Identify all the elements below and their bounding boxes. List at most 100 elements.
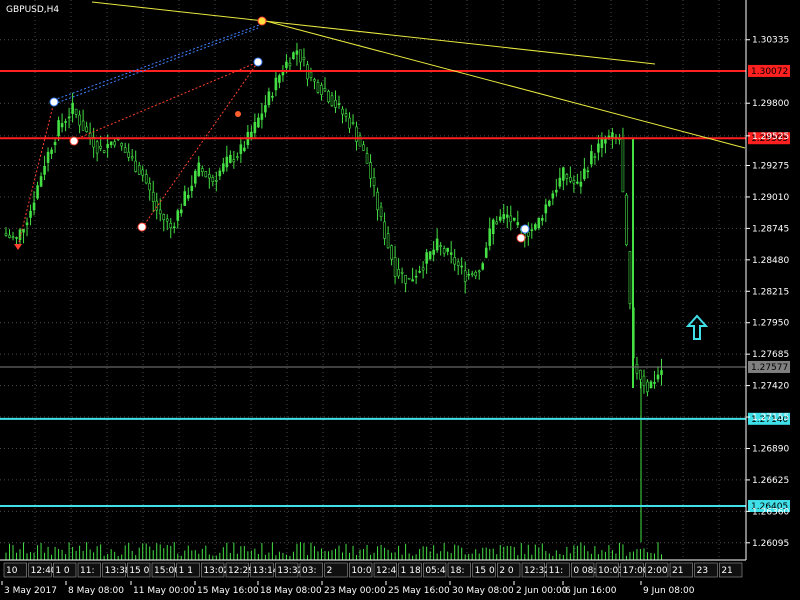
candle-body[interactable] (397, 269, 400, 277)
candle-body[interactable] (428, 251, 432, 260)
candle-body[interactable] (211, 177, 215, 182)
candle-body[interactable] (453, 257, 456, 265)
candle-body[interactable] (102, 150, 106, 153)
candle-body[interactable] (386, 233, 390, 249)
sell-marker[interactable] (137, 222, 147, 232)
candle-body[interactable] (74, 108, 78, 115)
candle-body[interactable] (260, 113, 264, 120)
candle-body[interactable] (425, 252, 428, 264)
sell-marker[interactable] (516, 233, 526, 243)
buy-marker[interactable] (520, 224, 530, 234)
candle-body[interactable] (81, 120, 85, 131)
candle-body[interactable] (341, 108, 344, 115)
candle-body[interactable] (477, 270, 481, 273)
candle-body[interactable] (60, 123, 64, 128)
price-axis[interactable]: 1.30335 1.29800 1.29525 1.29275 1.29010 1.287… (745, 0, 789, 560)
candle-body[interactable] (320, 85, 323, 96)
candle-body[interactable] (190, 185, 194, 192)
candle-body[interactable] (463, 270, 467, 283)
candle-body[interactable] (113, 141, 116, 146)
candle-body[interactable] (67, 116, 71, 119)
candle-body[interactable] (141, 169, 145, 176)
sell-marker[interactable] (69, 136, 79, 146)
candle-body[interactable] (383, 221, 386, 239)
candle-body[interactable] (95, 141, 99, 154)
candle-body[interactable] (327, 91, 330, 103)
candle-body[interactable] (285, 61, 288, 68)
candle-body[interactable] (376, 191, 379, 211)
candle-body[interactable] (541, 218, 544, 221)
candle-body[interactable] (29, 210, 32, 218)
candle-body[interactable] (71, 102, 74, 114)
candle-body[interactable] (404, 274, 407, 284)
candle-body[interactable] (555, 189, 558, 193)
candle-body[interactable] (646, 381, 649, 393)
trendline-lower[interactable] (261, 19, 746, 149)
candle-body[interactable] (372, 177, 376, 186)
candle-body[interactable] (583, 168, 586, 180)
candle-body[interactable] (551, 193, 555, 199)
candle-body[interactable] (351, 122, 355, 124)
candle-body[interactable] (299, 49, 302, 63)
candle-body[interactable] (274, 77, 278, 91)
candle-body[interactable] (498, 216, 502, 221)
candle-body[interactable] (334, 99, 337, 108)
candle-body[interactable] (400, 271, 404, 274)
candle-body[interactable] (278, 75, 281, 83)
candle-body[interactable] (236, 156, 239, 158)
candle-body[interactable] (99, 145, 102, 149)
candle-body[interactable] (625, 194, 628, 246)
candle-body[interactable] (127, 151, 130, 158)
candle-body[interactable] (642, 375, 646, 387)
candle-body[interactable] (362, 144, 365, 151)
candle-body[interactable] (653, 382, 656, 384)
candle-body[interactable] (222, 163, 225, 172)
candle-body[interactable] (456, 261, 460, 266)
candle-body[interactable] (639, 369, 642, 380)
candle-body[interactable] (46, 151, 50, 163)
candle-body[interactable] (516, 222, 520, 226)
candle-body[interactable] (123, 147, 127, 153)
candle-body[interactable] (593, 156, 597, 158)
candle-body[interactable] (208, 174, 211, 179)
candle-body[interactable] (597, 143, 600, 153)
candle-body[interactable] (225, 156, 229, 168)
candle-body[interactable] (446, 247, 449, 252)
candle-body[interactable] (239, 144, 243, 154)
candle-body[interactable] (414, 275, 418, 278)
candle-body[interactable] (586, 170, 590, 173)
candle-body[interactable] (442, 248, 446, 254)
candle-body[interactable] (484, 247, 488, 258)
candle-body[interactable] (502, 214, 506, 220)
candle-body[interactable] (25, 222, 29, 226)
candle-body[interactable] (460, 265, 463, 268)
candle-body[interactable] (309, 71, 313, 78)
candle-body[interactable] (271, 95, 274, 98)
candle-body[interactable] (628, 251, 632, 305)
candle-body[interactable] (355, 126, 358, 142)
candle-body[interactable] (435, 238, 439, 251)
candle-body[interactable] (179, 209, 183, 214)
candle-body[interactable] (158, 209, 162, 215)
candle-body[interactable] (204, 171, 208, 178)
candle-body[interactable] (393, 257, 397, 277)
candle-body[interactable] (295, 50, 299, 55)
candle-body[interactable] (421, 267, 425, 271)
candle-body[interactable] (78, 114, 81, 126)
candle-body[interactable] (169, 223, 173, 229)
candle-body[interactable] (534, 224, 537, 230)
candle-body[interactable] (218, 170, 222, 177)
candle-body[interactable] (316, 82, 320, 93)
candle-body[interactable] (390, 245, 393, 260)
candle-body[interactable] (449, 252, 453, 255)
candle-body[interactable] (36, 185, 39, 199)
candle-body[interactable] (137, 165, 141, 175)
candle-body[interactable] (4, 233, 8, 236)
candle-body[interactable] (512, 217, 516, 221)
candle-body[interactable] (183, 191, 187, 206)
candle-body[interactable] (292, 52, 295, 60)
candle-body[interactable] (544, 204, 548, 214)
time-axis[interactable]: 3 May 2017 8 May 08:00 11 May 00:00 15 May … (0, 559, 746, 596)
candle-body[interactable] (229, 154, 232, 163)
